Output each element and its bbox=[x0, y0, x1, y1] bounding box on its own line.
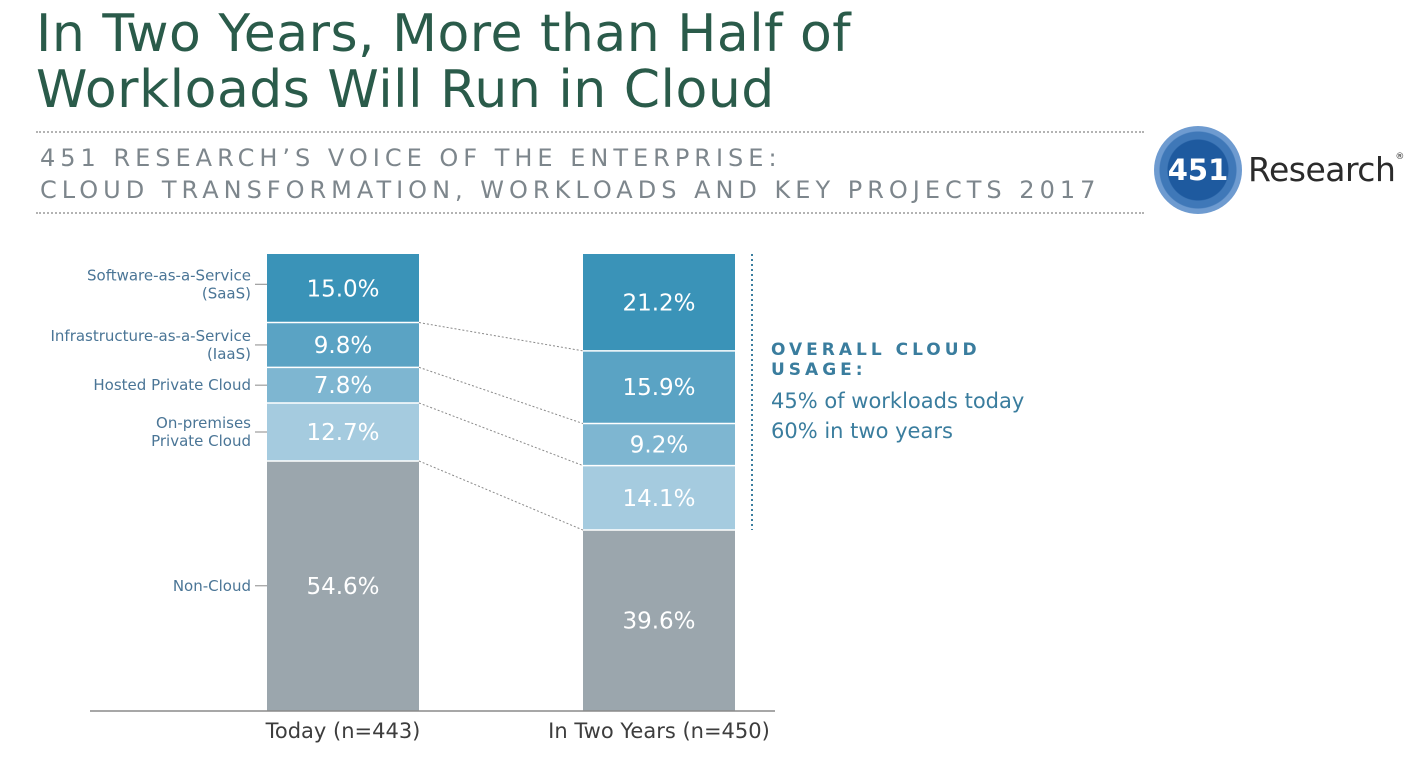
legend-label: Non-Cloud bbox=[173, 577, 251, 595]
legend-label: Software-as-a-Service bbox=[87, 266, 251, 284]
data-label-software-as-a-service-saas-two-years: 21.2% bbox=[622, 290, 695, 316]
data-label-software-as-a-service-saas-today: 15.0% bbox=[306, 276, 379, 302]
bar-segment-hosted-private-cloud-today bbox=[267, 367, 419, 403]
connector-line-hosted-private-cloud bbox=[418, 366, 584, 425]
title-line-1: In Two Years, More than Half of bbox=[36, 4, 852, 64]
legend-item-hosted-private-cloud: Hosted Private Cloud bbox=[93, 376, 267, 394]
legend-label: On-premises bbox=[156, 414, 251, 432]
legend-label: (IaaS) bbox=[207, 345, 251, 363]
bar-segment-infrastructure-as-a-service-iaas-two-years bbox=[583, 350, 735, 424]
legend-label: Infrastructure-as-a-Service bbox=[50, 327, 251, 345]
logo-word: Research bbox=[1248, 150, 1396, 189]
connector-line-on-premises-private-cloud bbox=[418, 402, 584, 467]
legend-item-non-cloud: Non-Cloud bbox=[173, 577, 267, 595]
note-line-today: 45% of workloads today bbox=[771, 389, 1025, 413]
data-label-infrastructure-as-a-service-iaas-two-years: 15.9% bbox=[622, 375, 695, 401]
data-label-infrastructure-as-a-service-iaas-today: 9.8% bbox=[314, 333, 372, 359]
data-label-hosted-private-cloud-today: 7.8% bbox=[314, 373, 372, 399]
subtitle-line-2: CLOUD TRANSFORMATION, WORKLOADS AND KEY … bbox=[40, 176, 1101, 204]
bar-segment-non-cloud-two-years bbox=[583, 530, 735, 711]
title-line-2: Workloads Will Run in Cloud bbox=[36, 60, 775, 120]
legend-item-software-as-a-service-saas: Software-as-a-Service(SaaS) bbox=[87, 266, 267, 302]
chart-subtitle: 451 RESEARCH’S VOICE OF THE ENTERPRISE: … bbox=[40, 142, 1100, 206]
bar-segment-on-premises-private-cloud-today bbox=[267, 402, 419, 462]
overall-cloud-usage-note: OVERALL CLOUD USAGE: 45% of workloads to… bbox=[771, 340, 1024, 446]
connector-line-non-cloud bbox=[418, 460, 584, 531]
x-tick-label-today: Today (n=443) bbox=[265, 719, 421, 743]
bar-segment-hosted-private-cloud-two-years bbox=[583, 423, 735, 466]
connector-line-infrastructure-as-a-service-iaas bbox=[418, 322, 584, 352]
bottom-divider bbox=[36, 212, 1144, 214]
bar-segment-on-premises-private-cloud-two-years bbox=[583, 465, 735, 531]
bar-segment-infrastructure-as-a-service-iaas-today bbox=[267, 322, 419, 368]
note-heading: OVERALL CLOUD USAGE: bbox=[771, 340, 981, 380]
logo-wordmark: Research® bbox=[1248, 150, 1404, 189]
x-tick-label-two-years: In Two Years (n=450) bbox=[548, 719, 770, 743]
legend-item-infrastructure-as-a-service-iaas: Infrastructure-as-a-Service(IaaS) bbox=[50, 327, 267, 363]
subtitle-line-1: 451 RESEARCH’S VOICE OF THE ENTERPRISE: bbox=[40, 144, 782, 172]
legend-label: (SaaS) bbox=[202, 284, 251, 302]
bar-segment-software-as-a-service-saas-today bbox=[267, 254, 419, 323]
logo-circle: 451 bbox=[1154, 126, 1242, 214]
note-line-two-years: 60% in two years bbox=[771, 419, 953, 443]
legend-label: Hosted Private Cloud bbox=[93, 376, 251, 394]
data-label-non-cloud-two-years: 39.6% bbox=[622, 609, 695, 635]
logo-registered-mark: ® bbox=[1395, 152, 1404, 162]
data-label-hosted-private-cloud-two-years: 9.2% bbox=[630, 433, 688, 459]
legend-label: Private Cloud bbox=[151, 432, 251, 450]
chart-title: In Two Years, More than Half of Workload… bbox=[36, 6, 851, 118]
data-label-on-premises-private-cloud-today: 12.7% bbox=[306, 420, 379, 446]
top-divider bbox=[36, 131, 1144, 133]
data-label-on-premises-private-cloud-two-years: 14.1% bbox=[622, 486, 695, 512]
451-research-logo: 451 Research® bbox=[1152, 124, 1404, 216]
data-label-non-cloud-today: 54.6% bbox=[306, 574, 379, 600]
bar-segment-non-cloud-today bbox=[267, 461, 419, 711]
bar-segment-software-as-a-service-saas-two-years bbox=[583, 254, 735, 351]
